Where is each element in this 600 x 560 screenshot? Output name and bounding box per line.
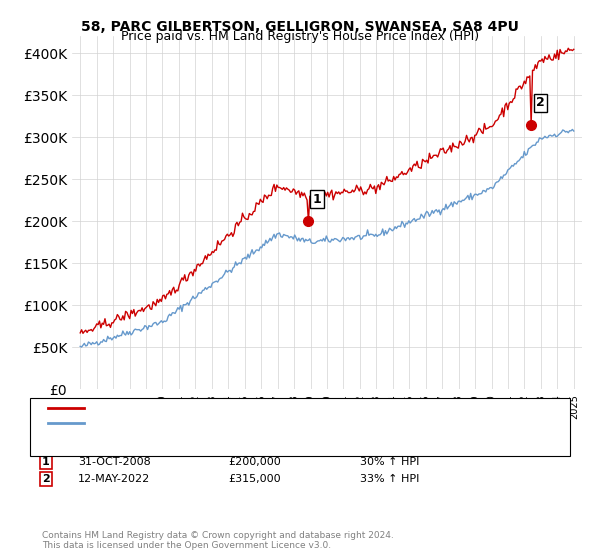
- Text: 58, PARC GILBERTSON, GELLIGRON, SWANSEA, SA8 4PU: 58, PARC GILBERTSON, GELLIGRON, SWANSEA,…: [81, 20, 519, 34]
- Text: 12-MAY-2022: 12-MAY-2022: [78, 474, 150, 484]
- Text: 2: 2: [42, 474, 50, 484]
- Text: Price paid vs. HM Land Registry's House Price Index (HPI): Price paid vs. HM Land Registry's House …: [121, 30, 479, 43]
- Text: 1: 1: [42, 457, 50, 467]
- Text: HPI: Average price, detached house, Neath Port Talbot: HPI: Average price, detached house, Neat…: [87, 418, 370, 428]
- Text: 30% ↑ HPI: 30% ↑ HPI: [360, 457, 419, 467]
- Text: 31-OCT-2008: 31-OCT-2008: [78, 457, 151, 467]
- Text: 33% ↑ HPI: 33% ↑ HPI: [360, 474, 419, 484]
- Text: £200,000: £200,000: [228, 457, 281, 467]
- Text: 2: 2: [536, 96, 545, 109]
- Text: 58, PARC GILBERTSON, GELLIGRON, SWANSEA, SA8 4PU (detached house): 58, PARC GILBERTSON, GELLIGRON, SWANSEA,…: [87, 403, 473, 413]
- Text: Contains HM Land Registry data © Crown copyright and database right 2024.
This d: Contains HM Land Registry data © Crown c…: [42, 530, 394, 550]
- Text: £315,000: £315,000: [228, 474, 281, 484]
- Text: 1: 1: [313, 193, 322, 206]
